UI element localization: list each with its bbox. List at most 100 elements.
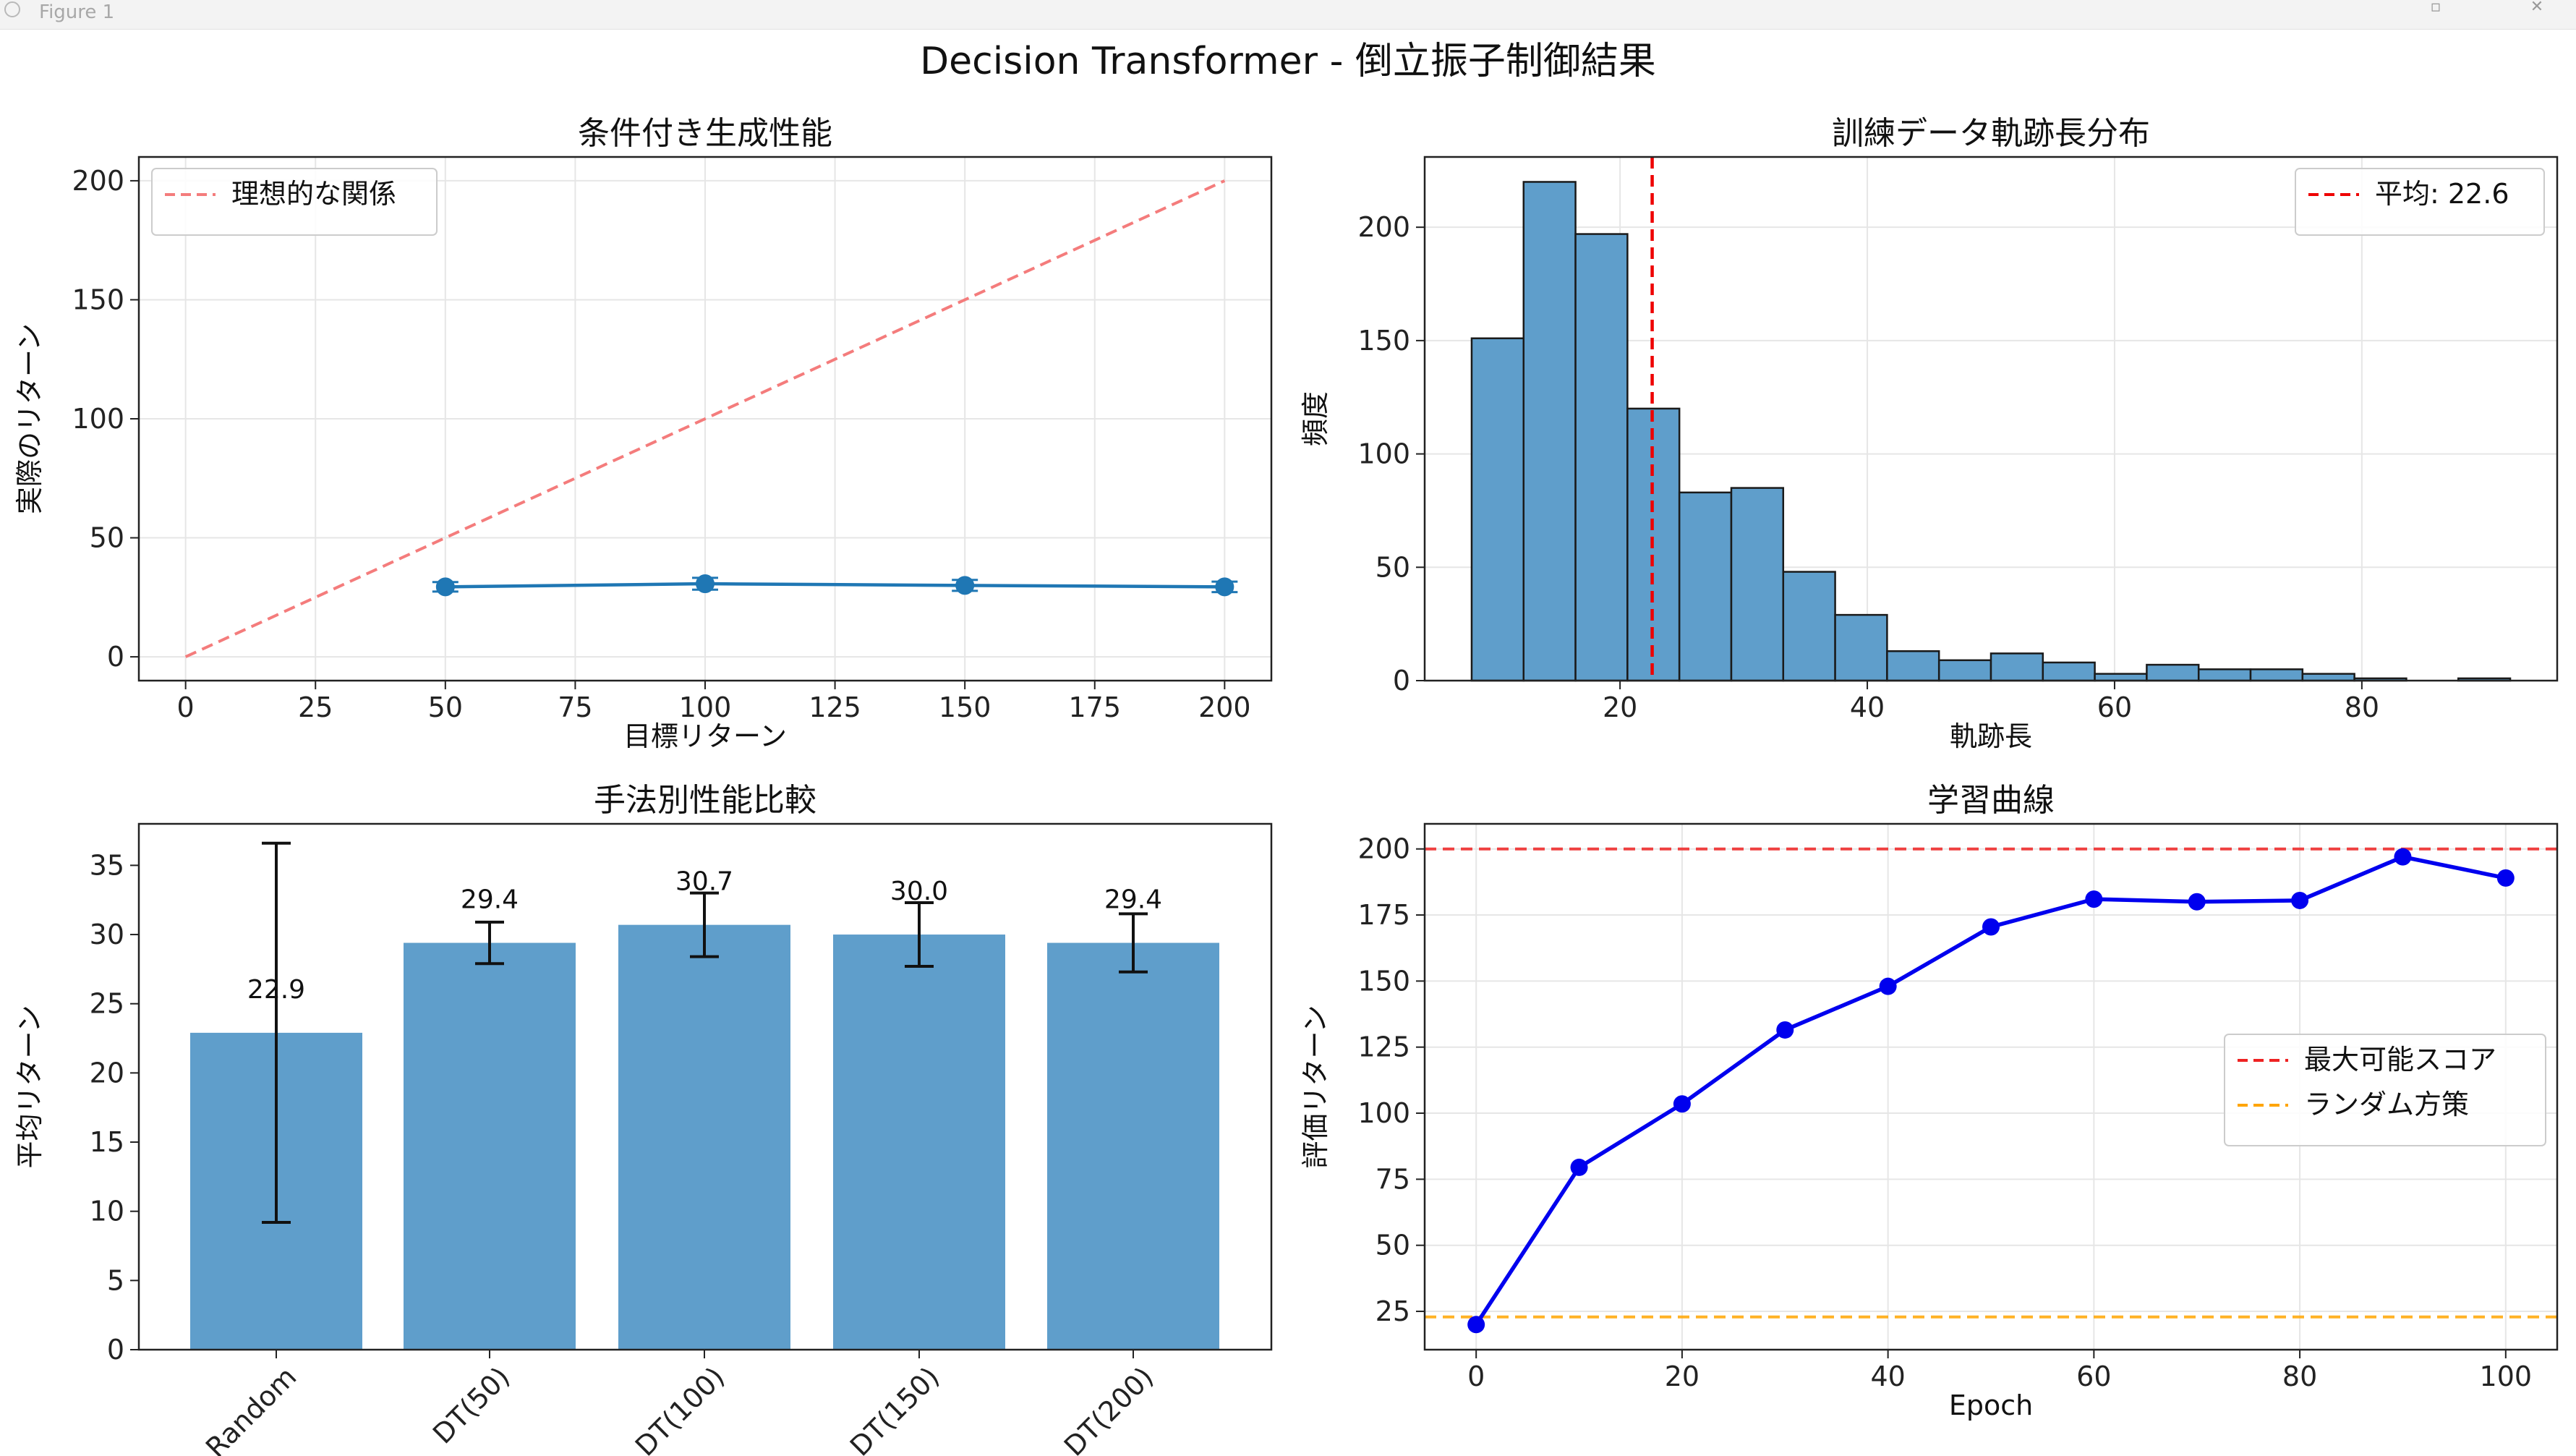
ideal-line <box>184 179 1226 658</box>
histogram-bar <box>2197 668 2252 682</box>
actual-return-line <box>445 582 1225 589</box>
legend-box <box>151 168 438 236</box>
y-axis-label: 評価リターン <box>1300 1005 1331 1168</box>
y-tick-label: 0 <box>107 1334 124 1366</box>
bar-value-label: 29.4 <box>1104 885 1162 915</box>
window-titlebar: Figure 1 ▫ ✕ <box>0 0 2576 30</box>
y-tick-label: 35 <box>90 849 124 881</box>
y-tick-label: 50 <box>90 522 124 554</box>
x-tick-label: DT(150) <box>844 1361 945 1456</box>
x-tick-label: 100 <box>679 691 732 723</box>
y-tick-label: 200 <box>72 165 124 197</box>
y-tick-label: 50 <box>1376 1230 1410 1261</box>
bar-value-label: 30.0 <box>890 877 948 906</box>
data-point <box>1215 577 1234 597</box>
histogram-bar <box>1574 233 1629 682</box>
y-tick-label: 50 <box>1376 551 1410 583</box>
x-tick-label: DT(50) <box>427 1361 516 1449</box>
x-axis-label: 軌跡長 <box>1950 720 2032 752</box>
bar-value-label: 22.9 <box>247 975 305 1005</box>
x-tick-label: 60 <box>2097 691 2132 723</box>
window-title: Figure 1 <box>39 1 115 23</box>
x-tick-label: 175 <box>1068 691 1121 723</box>
x-tick-label: 200 <box>1198 691 1251 723</box>
x-tick-label: 40 <box>1850 691 1885 723</box>
y-tick-label: 200 <box>1357 211 1410 243</box>
histogram-bar <box>1470 337 1525 682</box>
axes-frame <box>1423 156 2559 682</box>
x-axis-label: 目標リターン <box>623 720 787 752</box>
y-tick-label: 25 <box>90 988 124 1020</box>
x-tick-label: 75 <box>558 691 592 723</box>
x-tick-label: 0 <box>177 691 195 723</box>
bar-value-label: 30.7 <box>675 867 733 897</box>
histogram-bar <box>1678 491 1733 682</box>
x-tick-label: 125 <box>809 691 861 723</box>
bar <box>404 942 576 1350</box>
axes-frame <box>137 156 1273 682</box>
histogram-bar <box>1834 613 1888 682</box>
x-axis-label: Epoch <box>1949 1389 2033 1421</box>
histogram-bar <box>2249 668 2304 682</box>
figure-canvas: Decision Transformer - 倒立振子制御結果 条件付き生成性能… <box>14 40 2559 1456</box>
x-tick-label: 80 <box>2345 691 2379 723</box>
data-point <box>2188 893 2206 911</box>
legend-label: 最大可能スコア <box>2304 1044 2496 1076</box>
y-tick-label: 0 <box>107 641 124 673</box>
data-point <box>435 577 455 597</box>
x-tick-label: 40 <box>1870 1361 1905 1392</box>
x-tick-label: 50 <box>428 691 463 723</box>
histogram-bar <box>2146 663 2200 682</box>
y-tick-label: 150 <box>1357 965 1410 997</box>
histogram-bar <box>1522 181 1577 682</box>
data-point <box>696 574 715 594</box>
histogram-bar <box>1782 571 1836 682</box>
y-tick-label: 175 <box>1357 899 1410 931</box>
legend-label: 平均: 22.6 <box>2375 178 2509 210</box>
data-point <box>1570 1158 1588 1176</box>
ax1-axes: 条件付き生成性能 0 25 50 75 100 125 150 175 200 0 50 100 150 2… <box>14 115 1273 752</box>
y-tick-label: 10 <box>90 1196 124 1227</box>
y-tick-label: 20 <box>90 1057 124 1089</box>
minimize-button[interactable]: ▫ <box>2430 0 2441 16</box>
x-tick-label: 60 <box>2076 1361 2111 1392</box>
x-tick-label: DT(200) <box>1058 1361 1159 1456</box>
histogram-bar <box>2042 661 2096 682</box>
x-tick-label: 100 <box>2480 1361 2533 1392</box>
data-point <box>2085 890 2103 908</box>
y-tick-label: 30 <box>90 919 124 950</box>
y-tick-label: 0 <box>1393 665 1410 697</box>
y-axis-label: 平均リターン <box>14 1005 46 1168</box>
legend-box <box>2224 1034 2546 1146</box>
x-tick-label: 0 <box>1467 1361 1485 1392</box>
x-tick-label: 80 <box>2282 1361 2317 1392</box>
x-tick-label: DT(100) <box>629 1361 730 1456</box>
x-tick-label: 20 <box>1665 1361 1699 1392</box>
bar <box>833 935 1005 1350</box>
data-point <box>2496 869 2515 887</box>
bar <box>1047 942 1219 1350</box>
data-point <box>1673 1095 1691 1113</box>
bar <box>618 924 790 1350</box>
y-tick-label: 100 <box>1357 1097 1410 1129</box>
y-tick-label: 150 <box>1357 325 1410 357</box>
y-tick-label: 200 <box>1357 833 1410 865</box>
close-button[interactable]: ✕ <box>2530 0 2544 16</box>
data-point <box>955 576 975 595</box>
y-tick-label: 100 <box>72 403 124 435</box>
bar-value-label: 29.4 <box>461 885 519 915</box>
x-tick-label: 25 <box>298 691 333 723</box>
histogram-bar <box>1730 487 1785 682</box>
y-tick-label: 75 <box>1376 1163 1410 1195</box>
y-tick-label: 15 <box>90 1126 124 1158</box>
histogram-bar <box>1937 659 1992 682</box>
figure-suptitle: Decision Transformer - 倒立振子制御結果 <box>920 40 1656 83</box>
app-icon <box>4 1 20 17</box>
data-point <box>1879 977 1897 995</box>
legend: 平均: 22.6 <box>2295 168 2545 236</box>
axes-title: 条件付き生成性能 <box>578 115 832 152</box>
data-point <box>2394 848 2412 866</box>
axes-title: 手法別性能比較 <box>594 782 816 819</box>
data-point <box>1776 1021 1794 1039</box>
